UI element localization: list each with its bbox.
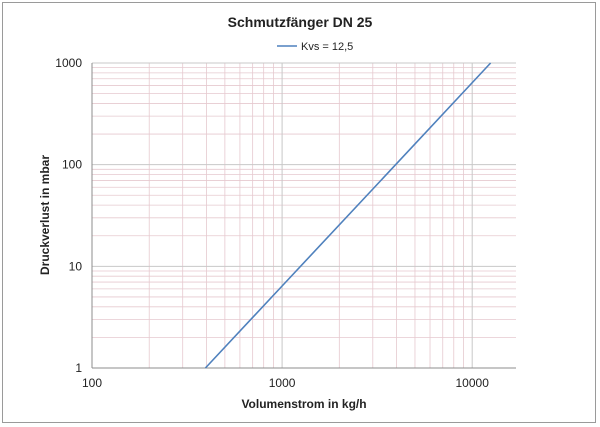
x-tick-labels: 100 1000 10000 bbox=[82, 376, 489, 390]
y-axis-title: Druckverlust in mbar bbox=[38, 155, 52, 275]
chart-frame bbox=[2, 2, 596, 423]
x-tick-label: 100 bbox=[82, 376, 102, 390]
y-tick-label: 1000 bbox=[55, 56, 82, 70]
legend-label: Kvs = 12,5 bbox=[301, 41, 353, 53]
x-tick-label: 10000 bbox=[456, 376, 490, 390]
plot-area bbox=[91, 63, 516, 369]
y-tick-label: 10 bbox=[69, 259, 83, 273]
y-tick-label: 1 bbox=[75, 361, 82, 375]
y-tick-label: 100 bbox=[62, 158, 82, 172]
series-layer bbox=[204, 62, 492, 369]
series-line bbox=[204, 62, 492, 369]
major-grid bbox=[91, 62, 516, 369]
chart-title: Schmutzfänger DN 25 bbox=[228, 14, 373, 30]
x-axis-title: Volumenstrom in kg/h bbox=[241, 397, 366, 411]
x-tick-label: 1000 bbox=[269, 376, 296, 390]
minor-grid bbox=[92, 63, 516, 368]
legend: Kvs = 12,5 bbox=[277, 41, 353, 53]
y-tick-labels: 1 10 100 1000 bbox=[55, 56, 82, 375]
